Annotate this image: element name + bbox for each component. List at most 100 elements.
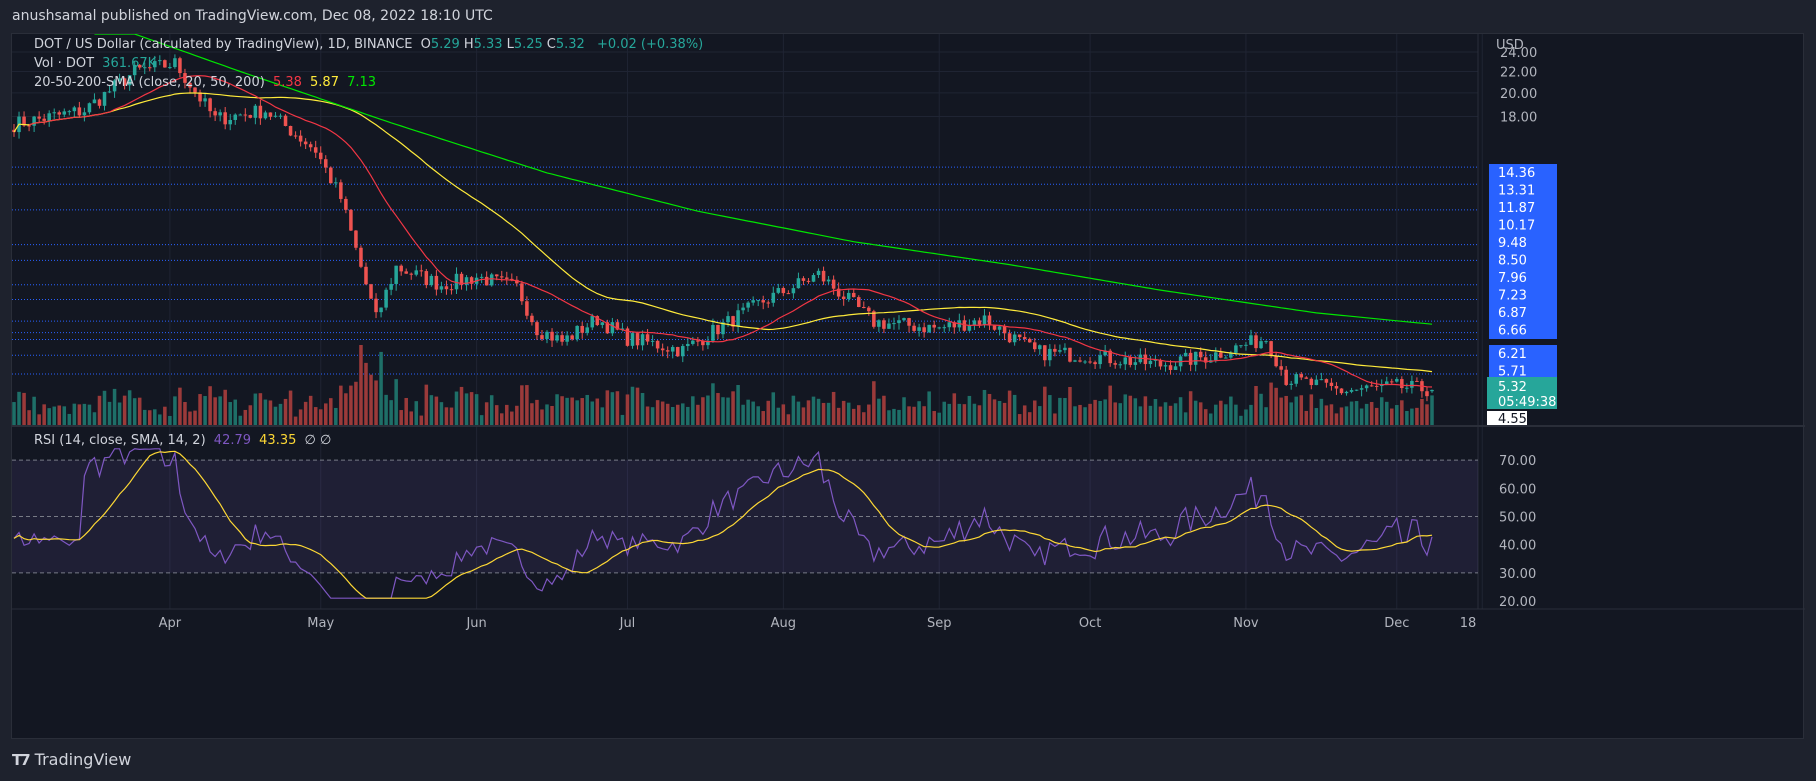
volume-bar: [1239, 415, 1243, 425]
candle: [992, 324, 997, 331]
volume-bar: [1043, 386, 1047, 425]
candle: [449, 283, 454, 295]
volume-bar: [1289, 402, 1293, 425]
level-price-box: [1489, 321, 1557, 339]
volume-bar: [419, 415, 424, 425]
volume-bar: [942, 401, 947, 425]
candle: [263, 110, 268, 120]
volume-bar: [952, 393, 957, 425]
candle: [867, 306, 871, 316]
chart-frame[interactable]: USD 24.00 22.00 20.00 18.00 14.36 13.31 11.87 10…: [11, 33, 1805, 740]
candle: [791, 284, 796, 299]
rsi-tick-label: 30.00: [1499, 567, 1536, 582]
volume-bar: [163, 406, 167, 425]
volume-bar: [1123, 394, 1128, 425]
candle: [188, 81, 192, 94]
volume-bar: [1400, 400, 1404, 425]
candle: [1259, 336, 1263, 350]
volume-bar: [882, 395, 886, 425]
candle: [1229, 350, 1233, 361]
level-price-box: [1489, 269, 1557, 287]
volume-bar: [32, 396, 36, 425]
volume-bar: [243, 409, 248, 425]
volume-bar: [610, 392, 615, 425]
volume-bar: [716, 393, 720, 425]
volume-bar: [1269, 382, 1273, 425]
candle: [1279, 359, 1283, 376]
moving-averages: [13, 34, 1433, 388]
candle: [821, 266, 826, 285]
volume-bar: [1334, 413, 1339, 425]
candle: [1113, 360, 1117, 369]
candle: [781, 286, 786, 297]
candle: [1043, 345, 1047, 367]
candle: [1083, 360, 1087, 365]
candle: [997, 325, 1002, 336]
ohlc-value-h: 5.33: [473, 37, 503, 52]
candle: [1334, 382, 1339, 395]
volume-bar: [369, 374, 373, 425]
volume-bar: [258, 393, 263, 425]
volume-bar: [183, 402, 187, 425]
candle: [1088, 357, 1092, 364]
rsi-tick-label: 40.00: [1499, 539, 1536, 554]
ohlc-values: O5.29 H5.33 L5.25 C5.32: [421, 37, 589, 52]
volume-bar: [932, 411, 936, 425]
candle: [339, 179, 343, 203]
candle: [87, 102, 92, 115]
candle: [681, 343, 685, 363]
candle: [670, 345, 675, 359]
candle: [1274, 351, 1278, 368]
candle: [1178, 354, 1183, 372]
candle: [489, 272, 494, 287]
candle: [47, 110, 51, 127]
candle: [550, 328, 554, 347]
volume-bar: [1048, 395, 1052, 425]
volume-bar: [746, 399, 750, 425]
volume-bar: [454, 391, 459, 425]
candle: [1249, 329, 1253, 346]
candle: [148, 63, 152, 72]
candle: [67, 109, 72, 116]
candle: [178, 56, 182, 78]
candle: [12, 123, 16, 137]
candle: [585, 323, 589, 336]
level-price-box: [1489, 362, 1557, 380]
candle: [806, 278, 811, 284]
candle: [82, 107, 87, 122]
volume-bar: [515, 405, 519, 425]
candle: [731, 315, 735, 332]
level-price-box: [1489, 286, 1557, 304]
volume-bar: [535, 399, 539, 425]
candle: [253, 103, 258, 125]
bar-countdown-label: 05:49:38: [1498, 395, 1556, 410]
candle: [1068, 347, 1072, 363]
volume-bar: [1093, 399, 1097, 425]
volume-bar: [857, 405, 861, 425]
volume-bar: [640, 392, 645, 425]
brand-name: TradingView: [34, 750, 132, 769]
volume-bar: [117, 402, 122, 425]
volume-bar: [42, 404, 46, 425]
volume-bar: [1173, 403, 1178, 425]
candle: [1063, 343, 1067, 354]
volume-bar: [1415, 407, 1419, 425]
candle: [1188, 349, 1193, 372]
sma-label: 20-50-200-SMA (close, 20, 50, 200): [34, 75, 265, 90]
volume-bar: [560, 396, 564, 425]
candle: [1359, 384, 1364, 397]
volume-bar: [153, 409, 157, 425]
candle: [283, 114, 288, 127]
ohlc-key-o: O: [420, 37, 431, 52]
volume-bar: [927, 391, 931, 425]
rsi-extra: ∅ ∅: [304, 433, 332, 448]
volume-bar: [1012, 394, 1017, 425]
time-axis-label: May: [307, 616, 334, 631]
volume-bar: [1188, 391, 1193, 425]
volume-bar: [1214, 404, 1218, 425]
candle: [243, 108, 248, 122]
volume-bar: [1138, 406, 1143, 425]
candle: [535, 320, 539, 340]
tradingview-brand[interactable]: T7 TradingView: [12, 750, 131, 769]
